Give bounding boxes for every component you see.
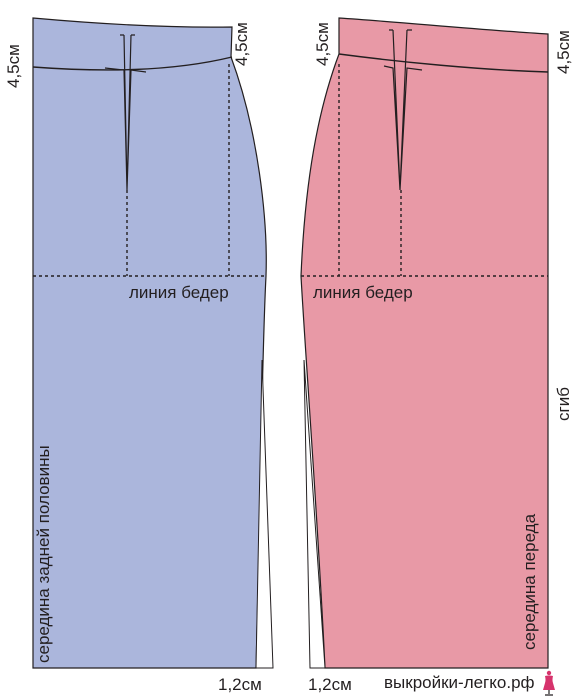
front-panel-shape <box>300 17 549 669</box>
dress-form-icon <box>542 670 555 696</box>
watermark-text: выкройки-легко.рф <box>384 673 535 692</box>
front-hip-line-label: линия бедер <box>313 283 413 302</box>
watermark: выкройки-легко.рф <box>384 670 557 696</box>
front-hem-offset-label: 1,2см <box>308 675 352 694</box>
back-panel <box>32 17 274 669</box>
back-waistband-line <box>32 56 233 71</box>
back-left-waist-label: 4,5см <box>4 44 23 88</box>
front-slit <box>303 359 326 669</box>
fold-label: сгиб <box>554 387 573 421</box>
front-dart <box>383 29 423 191</box>
front-center-label: середина переда <box>520 513 539 650</box>
front-right-waist-label: 4,5см <box>554 30 573 74</box>
front-waistband-line <box>338 53 549 73</box>
back-center-label: середина задней половины <box>34 445 53 663</box>
back-hem-offset-label: 1,2см <box>218 675 262 694</box>
back-hip-line-label: линия бедер <box>129 283 229 302</box>
front-panel <box>300 17 549 669</box>
back-panel-shape <box>32 17 267 669</box>
back-slit <box>255 359 274 669</box>
front-left-waist-label: 4,5см <box>313 22 332 66</box>
back-right-waist-label: 4,5см <box>232 22 251 66</box>
